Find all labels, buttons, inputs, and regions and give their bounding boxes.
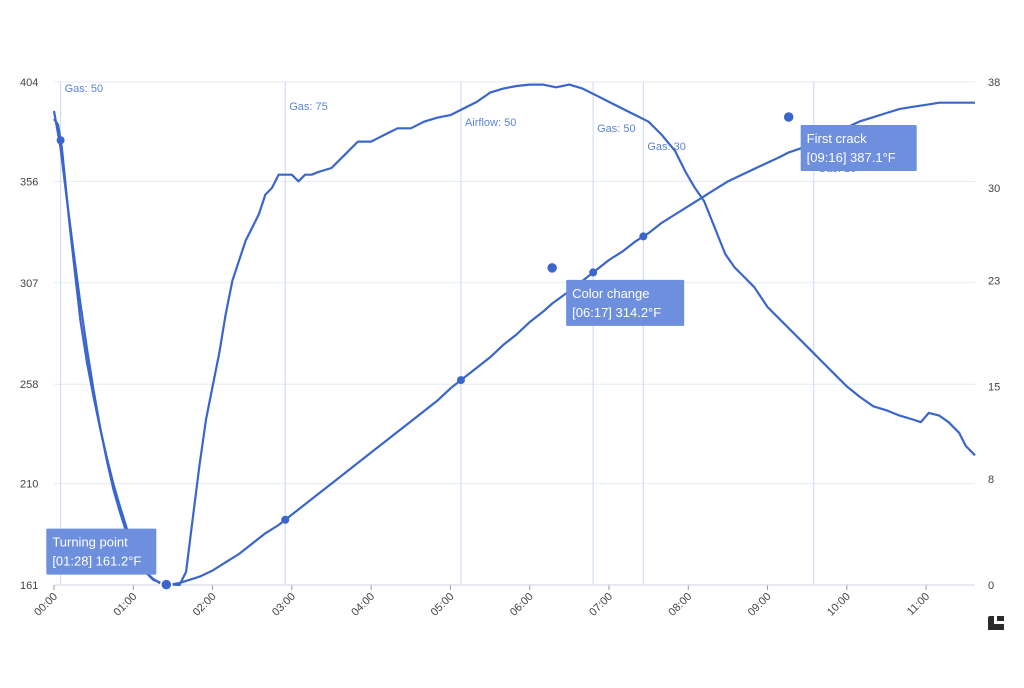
annotation-box: Color change [06:17] 314.2°F: [566, 279, 685, 326]
y-right-tick-label: 30: [988, 183, 1000, 195]
annotation-detail: [09:16] 387.1°F: [807, 150, 896, 165]
x-tick-label: 08:00: [666, 591, 694, 619]
y-left-tick-label: 258: [20, 379, 38, 391]
y-right-tick-label: 8: [988, 474, 994, 486]
annotation-point: [545, 261, 559, 275]
y-left-tick-label: 210: [20, 479, 38, 491]
event-point-marker: [639, 232, 648, 241]
annotation-box: Turning point [01:28] 161.2°F: [46, 528, 157, 575]
y-right-tick-label: 0: [988, 580, 994, 592]
brand-logo-icon: [988, 616, 1004, 630]
y-left-tick-label: 161: [20, 580, 38, 592]
event-marker-label: Gas: 30: [647, 141, 686, 153]
event-point-marker: [456, 376, 465, 385]
event-point-marker: [281, 515, 290, 524]
x-tick-label: 11:00: [905, 591, 932, 618]
annotation-background: [46, 528, 157, 575]
annotation-title: First crack: [807, 131, 867, 146]
event-marker-label: Airflow: 50: [465, 117, 516, 129]
annotation-title: Turning point: [52, 535, 128, 550]
y-left-tick-label: 404: [20, 77, 38, 89]
x-tick-label: 06:00: [508, 591, 536, 619]
y-right-tick-label: 15: [988, 381, 1000, 393]
event-marker-label: Gas: 75: [289, 101, 328, 113]
annotation-point: [782, 110, 795, 124]
y-left-tick-label: 356: [20, 176, 38, 188]
event-marker-label: Gas: 50: [65, 83, 104, 95]
event-point-marker: [589, 268, 598, 277]
x-tick-label: 00:00: [32, 591, 60, 619]
annotation-box: First crack [09:16] 387.1°F: [800, 124, 917, 171]
annotation-detail: [06:17] 314.2°F: [572, 305, 661, 320]
y-right-tick-label: 23: [988, 276, 1000, 288]
event-point-marker: [56, 136, 65, 145]
annotation-title: Color change: [572, 286, 649, 301]
annotation-background: [800, 124, 917, 171]
x-tick-label: 02:00: [191, 591, 219, 619]
x-tick-label: 03:00: [270, 591, 298, 619]
annotation-point: [160, 578, 173, 591]
annotation-detail: [01:28] 161.2°F: [52, 554, 141, 569]
y-right-tick-label: 38: [988, 77, 1000, 89]
x-tick-label: 05:00: [429, 591, 457, 619]
x-tick-label: 10:00: [825, 591, 853, 619]
x-tick-label: 01:00: [111, 591, 139, 619]
event-marker-label: Gas: 50: [597, 123, 636, 135]
logo-shape: [988, 616, 1004, 630]
annotation-background: [566, 279, 685, 326]
x-tick-label: 07:00: [587, 591, 615, 619]
y-left-tick-label: 307: [20, 278, 38, 290]
x-tick-label: 04:00: [349, 591, 377, 619]
x-tick-label: 09:00: [746, 591, 774, 619]
